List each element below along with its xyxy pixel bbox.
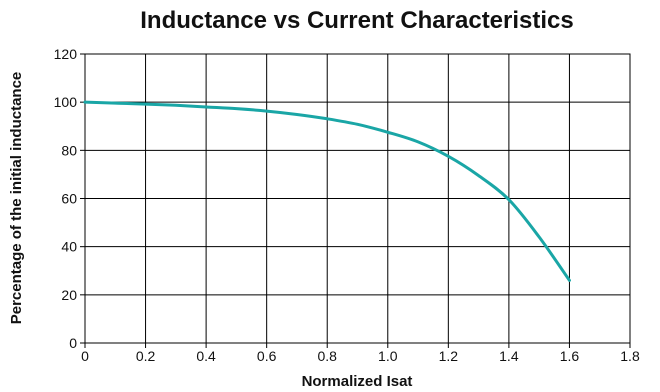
x-tick-label: 0.2: [136, 348, 156, 364]
series-line: [83, 100, 571, 282]
x-tick-label: 1.0: [378, 348, 398, 364]
y-tick-label: 80: [61, 142, 77, 158]
chart-title: Inductance vs Current Characteristics: [140, 7, 574, 34]
y-tick-label: 120: [54, 46, 78, 62]
x-tick-label: 0: [81, 348, 89, 364]
x-axis-label: Normalized Isat: [302, 373, 413, 390]
x-tick-label: 1.8: [620, 348, 640, 364]
x-tick-label: 0.6: [257, 348, 277, 364]
x-tick-label: 0.4: [196, 348, 216, 364]
x-tick-label: 0.8: [317, 348, 337, 364]
y-tick-label: 20: [61, 287, 77, 303]
series-layer: [83, 100, 571, 282]
y-tick-label: 60: [61, 191, 77, 207]
x-tick-label: 1.4: [499, 348, 519, 364]
axis-ticks: 0 0.2 0.4 0.6 0.8 1.0 1.2 1.4 1.6 1.8 0 20 40 60 80 100…: [54, 46, 640, 364]
x-tick-label: 1.6: [560, 348, 580, 364]
y-tick-label: 0: [69, 335, 77, 351]
y-tick-label: 40: [61, 239, 77, 255]
y-axis-label: Percentage of the initial inductance: [8, 72, 25, 325]
x-tick-label: 1.2: [439, 348, 459, 364]
grid: [85, 54, 630, 343]
y-tick-label: 100: [54, 94, 78, 110]
